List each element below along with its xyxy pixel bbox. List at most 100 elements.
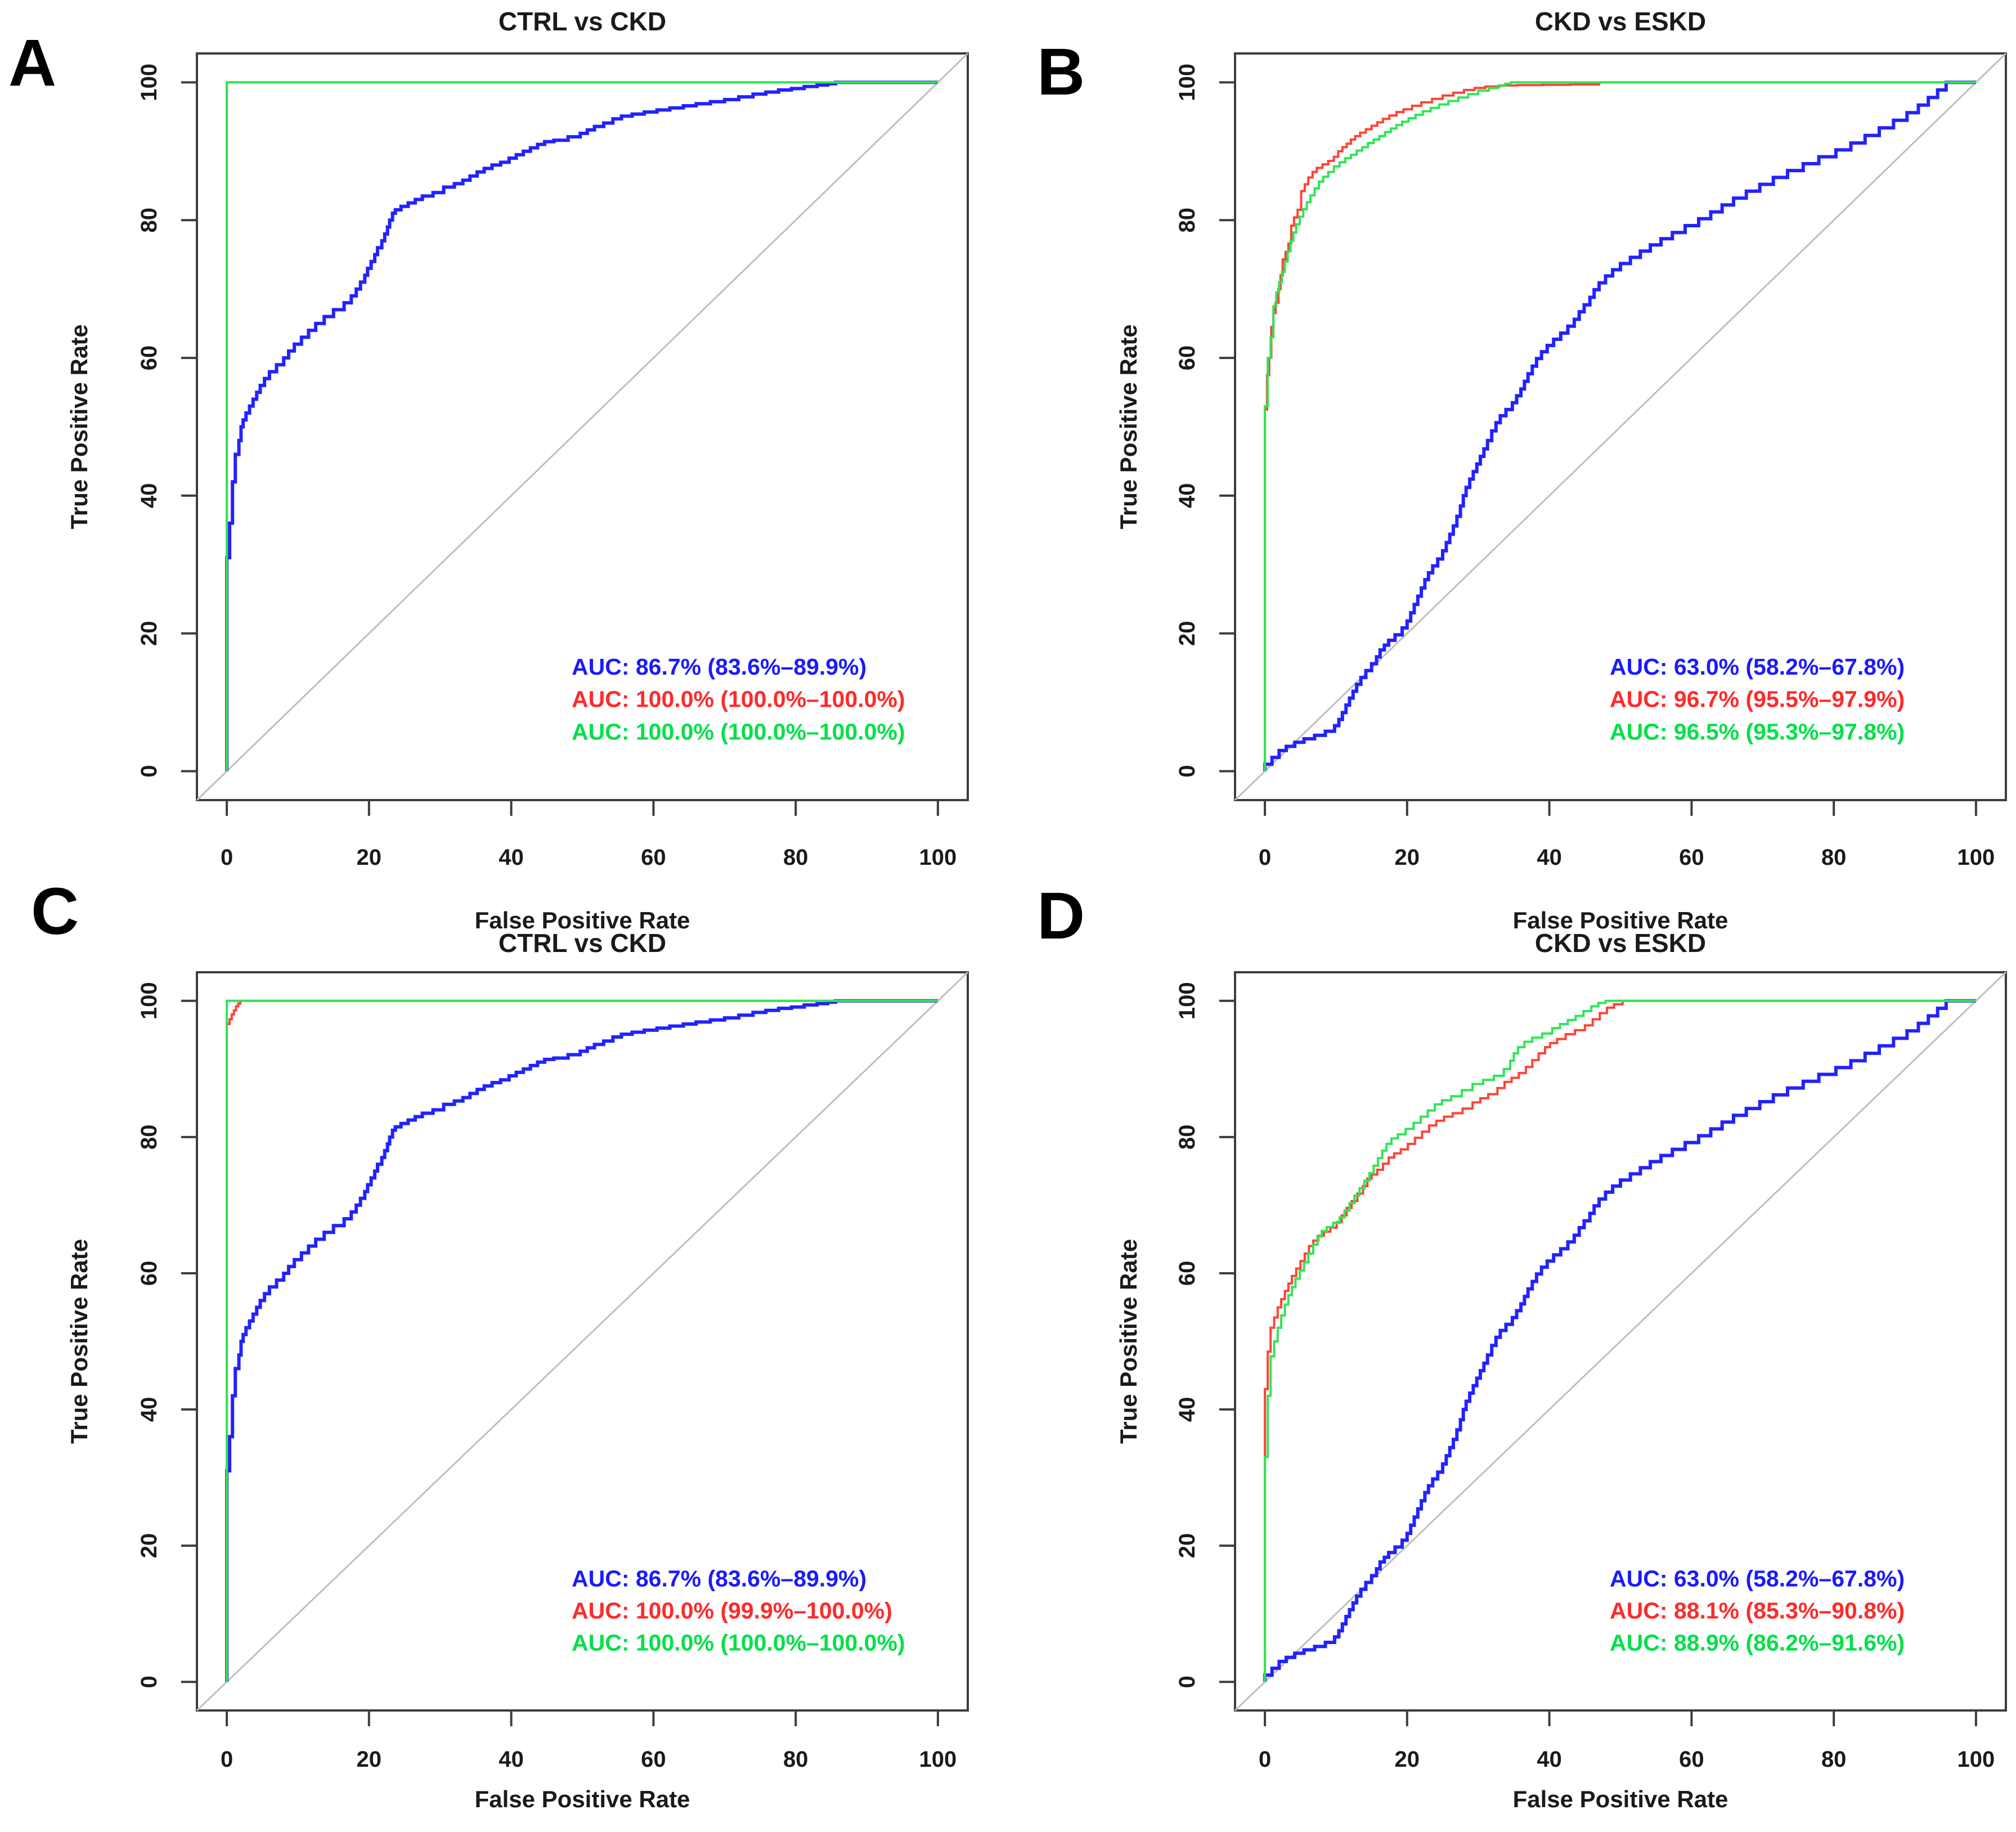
y-tick-label: 0	[137, 765, 161, 777]
x-tick-label: 100	[919, 1747, 957, 1772]
y-tick-label: 100	[137, 64, 161, 101]
plot-box	[196, 971, 969, 1712]
y-axis-title: True Positive Rate	[66, 324, 92, 529]
y-tick-label: 0	[1175, 1676, 1200, 1688]
chance-diagonal	[196, 52, 969, 801]
roc-curve-red	[1264, 81, 1976, 771]
x-tick-label: 0	[1259, 845, 1271, 870]
x-axis-title: False Positive Rate	[475, 907, 690, 933]
legend-entry-red: AUC: 88.1% (85.3%–90.8%)	[1610, 1598, 1905, 1624]
y-tick-label: 100	[1175, 982, 1200, 1020]
panel-a: A CTRL vs CKD 0 20 40 60 80 100 0 20 40 60 80 100 Fals…	[8, 7, 969, 933]
chance-diagonal	[196, 971, 969, 1712]
x-tick-label: 20	[357, 1747, 382, 1772]
plot-box	[196, 52, 969, 801]
y-tick-label: 100	[137, 982, 161, 1020]
y-axis-title: True Positive Rate	[1115, 324, 1142, 529]
y-tick-label: 40	[1175, 1397, 1200, 1422]
legend-entry-blue: AUC: 63.0% (58.2%–67.8%)	[1610, 654, 1905, 680]
panel-letter: D	[1037, 879, 1085, 953]
y-tick-label: 80	[137, 1125, 161, 1150]
x-axis-title: False Positive Rate	[475, 1786, 690, 1812]
x-tick-label: 60	[1679, 845, 1704, 870]
roc-curve-green	[226, 81, 938, 771]
plot-box	[1234, 971, 2007, 1712]
chance-diagonal	[1234, 52, 2007, 801]
roc-curve-blue	[1263, 80, 1976, 771]
x-tick-label: 20	[1395, 1747, 1420, 1772]
x-tick-label: 20	[357, 845, 382, 870]
x-tick-label: 80	[783, 845, 809, 870]
panel-b: B CKD vs ESKD 0 20 40 60 80 100 0 20 40 60 80 100 Fals…	[1037, 7, 2007, 933]
x-tick-label: 0	[221, 1747, 233, 1772]
legend-entry-blue: AUC: 86.7% (83.6%–89.9%)	[572, 654, 866, 680]
chart-title: CTRL vs CKD	[499, 928, 666, 958]
y-tick-label: 40	[137, 1397, 161, 1422]
x-tick-label: 60	[641, 845, 666, 870]
roc-curve-red	[1264, 999, 1976, 1682]
y-tick-label: 40	[1175, 483, 1200, 509]
legend-entry-green: AUC: 88.9% (86.2%–91.6%)	[1610, 1630, 1905, 1656]
y-tick-label: 60	[137, 1261, 161, 1286]
panel-letter: A	[8, 26, 56, 100]
y-tick-label: 0	[1175, 765, 1200, 777]
legend-entry-green: AUC: 96.5% (95.3%–97.8%)	[1610, 719, 1905, 744]
chart-title: CKD vs ESKD	[1535, 7, 1706, 36]
chance-diagonal	[1234, 971, 2007, 1712]
chart-title: CTRL vs CKD	[499, 7, 666, 36]
x-tick-label: 0	[1259, 1747, 1271, 1772]
x-tick-label: 80	[1821, 1747, 1847, 1772]
y-tick-label: 20	[137, 621, 161, 646]
legend-entry-green: AUC: 100.0% (100.0%–100.0%)	[572, 1630, 905, 1656]
x-tick-label: 80	[1821, 845, 1847, 870]
legend-entry-red: AUC: 96.7% (95.5%–97.9%)	[1610, 686, 1905, 712]
x-tick-label: 40	[499, 845, 524, 870]
y-tick-label: 60	[137, 345, 161, 371]
x-tick-label: 40	[499, 1747, 524, 1772]
y-tick-label: 40	[137, 483, 161, 509]
x-tick-label: 60	[1679, 1747, 1704, 1772]
roc-curve-blue	[225, 999, 938, 1682]
x-tick-label: 60	[641, 1747, 666, 1772]
x-tick-label: 0	[221, 845, 233, 870]
roc-curve-green	[1264, 81, 1976, 771]
y-tick-label: 80	[1175, 1125, 1200, 1150]
panel-letter: B	[1037, 35, 1085, 109]
y-tick-label: 60	[1175, 1261, 1200, 1286]
y-tick-label: 80	[1175, 208, 1200, 233]
y-tick-label: 100	[1175, 64, 1200, 101]
y-tick-label: 0	[137, 1676, 161, 1688]
y-tick-label: 60	[1175, 345, 1200, 371]
chart-title: CKD vs ESKD	[1535, 928, 1706, 958]
roc-curve-green	[1264, 999, 1976, 1682]
y-tick-label: 80	[137, 208, 161, 233]
legend-entry-red: AUC: 100.0% (100.0%–100.0%)	[572, 686, 905, 712]
roc-curve-blue	[225, 80, 938, 771]
x-tick-label: 40	[1537, 845, 1562, 870]
plot-box	[1234, 52, 2007, 801]
legend-entry-green: AUC: 100.0% (100.0%–100.0%)	[572, 719, 905, 744]
y-axis-title: True Positive Rate	[1115, 1239, 1142, 1444]
x-tick-label: 80	[783, 1747, 809, 1772]
y-axis-title: True Positive Rate	[66, 1239, 92, 1444]
x-tick-label: 100	[1957, 845, 1995, 870]
x-axis-title: False Positive Rate	[1513, 1786, 1728, 1812]
legend-entry-blue: AUC: 63.0% (58.2%–67.8%)	[1610, 1566, 1905, 1592]
roc-curve-red	[226, 999, 938, 1682]
x-tick-label: 100	[1957, 1747, 1995, 1772]
y-tick-label: 20	[137, 1533, 161, 1559]
roc-curve-green	[226, 999, 938, 1682]
panel-letter: C	[31, 874, 79, 949]
x-tick-label: 100	[919, 845, 957, 870]
x-tick-label: 20	[1395, 845, 1420, 870]
legend-entry-red: AUC: 100.0% (99.9%–100.0%)	[572, 1598, 892, 1624]
y-tick-label: 20	[1175, 1533, 1200, 1559]
panel-c: C CTRL vs CKD 0 20 40 60 80 100 0 20 40 60 80 100 Fals…	[31, 874, 969, 1812]
x-tick-label: 40	[1537, 1747, 1562, 1772]
panel-d: D CKD vs ESKD 0 20 40 60 80 100 0 20 40 60 80 100 Fals…	[1037, 879, 2007, 1812]
x-axis-title: False Positive Rate	[1513, 907, 1728, 933]
legend-entry-blue: AUC: 86.7% (83.6%–89.9%)	[572, 1566, 866, 1592]
roc-curve-blue	[1263, 999, 1976, 1682]
